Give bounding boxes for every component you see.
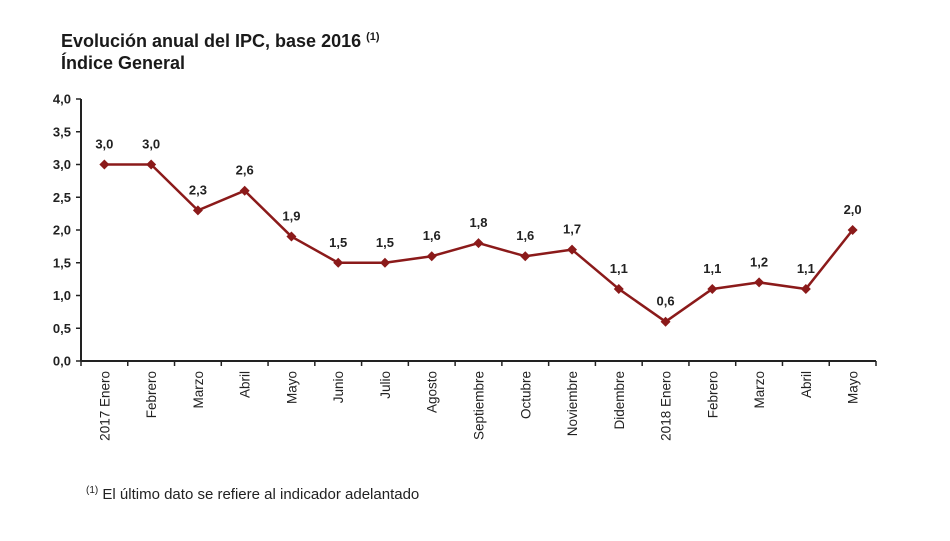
x-tick-label: Mayo	[846, 371, 861, 404]
data-point-marker	[660, 316, 671, 327]
x-tick-label: Septiembre	[472, 371, 487, 440]
data-point-marker	[333, 257, 344, 268]
data-label: 3,0	[142, 137, 160, 152]
data-label: 1,6	[423, 228, 441, 243]
y-tick-label: 4,0	[53, 92, 71, 107]
y-tick-label: 2,5	[53, 190, 71, 205]
data-label: 1,1	[610, 261, 628, 276]
y-tick-label: 1,5	[53, 255, 71, 270]
chart-title: Evolución anual del IPC, base 2016	[61, 31, 362, 51]
data-point-marker	[567, 244, 578, 255]
data-point-marker	[146, 159, 157, 170]
x-tick-label: 2018 Enero	[659, 371, 674, 441]
data-point-marker	[426, 251, 437, 262]
x-tick-label: Agosto	[425, 371, 440, 413]
x-axis-ticks: 2017 Enero Febrero Marzo Abril Mayo Junio Juli…	[80, 361, 877, 441]
x-tick-label: 2017 Enero	[97, 371, 112, 441]
data-point-marker	[379, 257, 390, 268]
x-tick-label: Octubre	[518, 371, 533, 419]
x-tick-label: Febrero	[705, 371, 720, 418]
y-tick-label: 3,0	[53, 157, 71, 172]
data-label: 1,5	[376, 235, 394, 250]
data-label: 2,0	[844, 202, 862, 217]
x-tick-label: Marzo	[752, 371, 767, 409]
data-point-marker	[800, 283, 811, 294]
data-label: 2,3	[189, 182, 207, 197]
series-group	[99, 159, 858, 327]
data-label: 1,2	[750, 254, 768, 269]
data-point-marker	[99, 159, 110, 170]
data-label: 1,8	[469, 215, 487, 230]
y-tick-label: 0,5	[53, 321, 71, 336]
data-label: 1,7	[563, 222, 581, 237]
data-label: 1,1	[703, 261, 721, 276]
x-tick-label: Marzo	[191, 371, 206, 409]
data-label: 1,1	[797, 261, 815, 276]
x-tick-label: Julio	[378, 371, 393, 399]
chart-title-line: Evolución anual del IPC, base 2016 (1)	[61, 30, 380, 52]
chart-title-block: Evolución anual del IPC, base 2016 (1) Í…	[61, 30, 380, 74]
footnote-marker: (1)	[86, 485, 99, 496]
data-label: 1,9	[282, 209, 300, 224]
data-labels: 3,0 3,0 2,3 2,6 1,9 1,5 1,5 1,6 1,8 1,6 1,7 1,1 0,6 1…	[95, 137, 861, 309]
data-point-marker	[754, 277, 765, 288]
data-label: 0,6	[657, 294, 675, 309]
data-point-marker	[707, 283, 718, 294]
data-point-marker	[520, 251, 531, 262]
chart-subtitle: Índice General	[61, 53, 186, 73]
footnote-text: El último dato se refiere al indicador a…	[102, 486, 420, 503]
data-point-marker	[473, 238, 484, 249]
x-tick-label: Febrero	[144, 371, 159, 418]
title-footnote-marker: (1)	[366, 31, 380, 43]
y-tick-label: 0,0	[53, 354, 71, 369]
data-point-marker	[192, 205, 203, 216]
y-tick-label: 1,0	[53, 288, 71, 303]
x-tick-label: Noviembre	[565, 371, 580, 436]
data-label: 3,0	[95, 137, 113, 152]
y-axis-ticks: 0,0 0,5 1,0 1,5 2,0 2,5 3,0 3,5 4,0	[53, 92, 81, 369]
x-tick-label: Abril	[238, 371, 253, 398]
y-tick-label: 2,0	[53, 223, 71, 238]
footnote: (1) El último dato se refiere al indicad…	[86, 485, 419, 503]
x-tick-label: Mayo	[284, 371, 299, 404]
data-point-marker	[286, 231, 297, 242]
x-tick-label: Didembre	[612, 371, 627, 430]
data-point-marker	[847, 225, 858, 235]
data-point-marker	[239, 185, 250, 196]
x-tick-label: Abril	[799, 371, 814, 398]
data-label: 2,6	[236, 163, 254, 178]
data-label: 1,6	[516, 228, 534, 243]
data-label: 1,5	[329, 235, 347, 250]
y-tick-label: 3,5	[53, 124, 71, 139]
data-point-marker	[613, 283, 624, 294]
x-tick-label: Junio	[331, 371, 346, 403]
